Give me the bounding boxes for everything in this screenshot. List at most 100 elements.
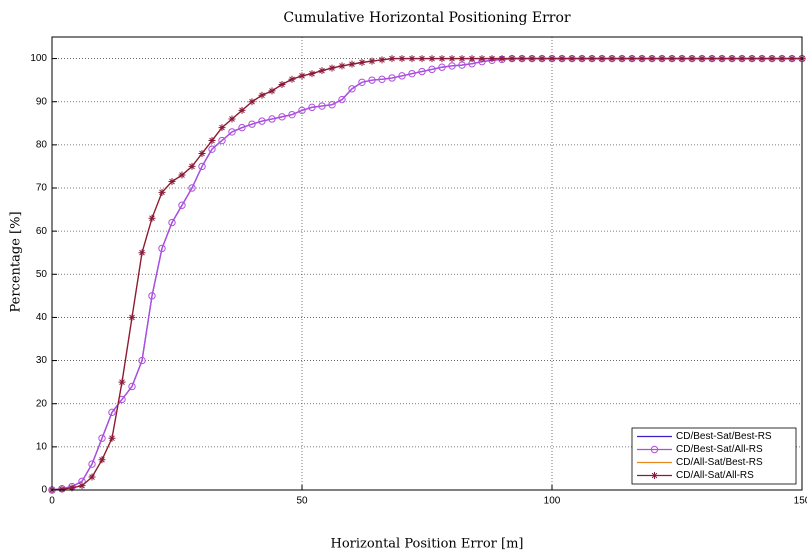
y-tick-label: 90 <box>36 96 48 107</box>
marker <box>138 356 146 365</box>
legend-box <box>631 427 797 485</box>
marker <box>108 434 116 442</box>
marker <box>438 63 446 71</box>
marker <box>128 382 136 391</box>
chart-title: Cumulative Horizontal Positioning Error <box>283 10 571 26</box>
marker <box>658 55 666 63</box>
marker <box>348 85 356 93</box>
marker <box>158 188 166 196</box>
marker <box>728 55 736 63</box>
marker <box>548 55 556 63</box>
marker <box>428 65 436 74</box>
y-tick-label: 100 <box>30 53 47 64</box>
marker <box>228 115 236 123</box>
x-axis-label: Horizontal Position Error [m] <box>330 537 523 552</box>
marker <box>318 67 326 75</box>
marker <box>518 55 526 63</box>
marker <box>758 55 766 63</box>
marker <box>88 460 96 468</box>
marker <box>198 162 206 171</box>
marker <box>228 128 236 136</box>
marker <box>651 472 658 479</box>
y-tick-label: 0 <box>41 485 47 496</box>
marker <box>378 75 386 83</box>
marker <box>268 115 276 123</box>
marker <box>208 137 216 145</box>
marker <box>398 72 406 80</box>
marker <box>688 55 696 63</box>
marker <box>328 101 336 109</box>
y-tick-label: 80 <box>36 139 48 150</box>
marker <box>268 87 276 95</box>
marker <box>188 184 196 192</box>
marker <box>418 55 426 63</box>
marker <box>238 106 246 114</box>
marker <box>308 103 316 112</box>
marker <box>768 55 776 63</box>
y-tick-label: 20 <box>36 398 48 409</box>
marker <box>248 98 256 106</box>
marker <box>458 55 466 63</box>
marker <box>528 55 536 63</box>
marker <box>158 244 166 253</box>
marker <box>538 55 546 63</box>
marker <box>148 214 156 222</box>
marker <box>258 117 266 125</box>
marker <box>218 136 226 145</box>
marker <box>598 55 606 63</box>
marker <box>288 110 296 119</box>
marker <box>98 456 106 464</box>
marker <box>498 55 506 63</box>
marker <box>348 60 356 68</box>
marker <box>308 70 316 78</box>
marker <box>438 55 446 63</box>
legend-label: CD/Best-Sat/Best-RS <box>676 431 772 442</box>
marker <box>338 95 346 104</box>
y-tick-label: 70 <box>36 183 48 194</box>
marker <box>128 313 136 321</box>
marker <box>328 64 336 72</box>
marker <box>98 434 106 442</box>
x-tick-label: 50 <box>296 496 308 507</box>
marker <box>108 408 116 417</box>
marker <box>278 80 286 88</box>
marker <box>788 55 796 63</box>
marker <box>278 113 286 121</box>
marker <box>778 55 786 63</box>
marker <box>138 249 146 257</box>
axes-box <box>51 36 803 491</box>
marker <box>558 55 566 63</box>
marker <box>468 55 476 63</box>
marker <box>428 55 436 63</box>
marker <box>358 58 366 66</box>
marker <box>388 55 396 63</box>
marker <box>698 55 706 63</box>
marker <box>388 74 396 82</box>
marker <box>148 292 156 300</box>
marker <box>168 178 176 186</box>
marker <box>68 484 76 492</box>
series-line <box>51 57 802 491</box>
marker <box>258 91 266 99</box>
marker <box>78 482 86 490</box>
marker <box>578 55 586 63</box>
plot-area <box>52 37 802 490</box>
marker <box>208 145 216 153</box>
marker <box>378 56 386 64</box>
marker <box>668 55 676 63</box>
marker <box>298 72 306 80</box>
marker <box>358 78 366 87</box>
marker <box>638 55 646 63</box>
marker <box>478 55 486 63</box>
marker <box>238 123 246 132</box>
marker <box>178 171 186 179</box>
x-tick-label: 0 <box>49 496 55 507</box>
marker <box>608 55 616 63</box>
marker <box>650 445 659 454</box>
marker <box>418 67 426 76</box>
marker <box>738 55 746 63</box>
marker <box>628 55 636 63</box>
marker <box>248 120 256 128</box>
